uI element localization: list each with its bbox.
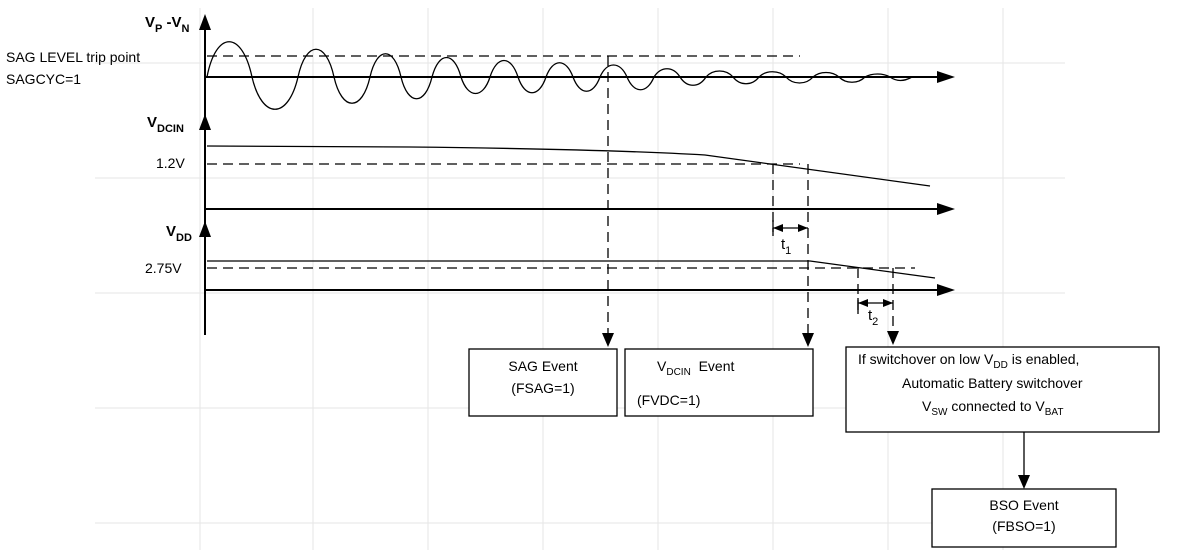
- vdcin-axis-arrow-icon: [199, 114, 211, 130]
- vdcin-time-arrow-icon: [937, 203, 955, 215]
- vp-vn-waveform: [206, 41, 913, 110]
- sag-event-title: SAG Event: [508, 358, 577, 374]
- t2-left-arrow-icon: [858, 299, 868, 307]
- vdcin-event-arrow-icon: [802, 333, 814, 347]
- vdcin-event-box: VDCIN Event (FVDC=1): [624, 348, 814, 417]
- vdd-level-label: 2.75V: [145, 260, 182, 276]
- vdcin-axis-label: VDCIN: [147, 114, 184, 135]
- vp-vn-axis-arrow-icon: [199, 14, 211, 30]
- vdcin-event-title: VDCIN Event: [657, 358, 734, 378]
- t1-label: t1: [781, 236, 791, 257]
- sag-event-arrow-icon: [602, 333, 614, 347]
- switchover-box: If switchover on low VDD is enabled, Aut…: [845, 346, 1160, 433]
- bso-event-flag: (FBSO=1): [992, 518, 1055, 534]
- sag-level-label: SAG LEVEL trip point: [6, 49, 140, 65]
- bso-event-title: BSO Event: [989, 497, 1058, 513]
- sag-event-flag: (FSAG=1): [511, 380, 574, 396]
- t2-right-arrow-icon: [883, 299, 893, 307]
- vdd-axis-arrow-icon: [199, 221, 211, 237]
- vdcin-waveform: [206, 145, 931, 187]
- switchover-line2: Automatic Battery switchover: [902, 375, 1083, 391]
- switchover-line3: VSW connected to VBAT: [922, 398, 1063, 418]
- vdd-waveform: [207, 260, 936, 279]
- vdd-time-arrow-icon: [937, 284, 955, 296]
- vp-vn-time-arrow-icon: [937, 71, 955, 83]
- background-grid: [95, 8, 1065, 550]
- vdcin-level-label: 1.2V: [156, 155, 185, 171]
- switchover-line1: If switchover on low VDD is enabled,: [858, 351, 1079, 371]
- sagcyc-label: SAGCYC=1: [6, 71, 81, 87]
- vp-vn-axis-label: VP -VN: [145, 14, 190, 35]
- vdcin-event-flag: (FVDC=1): [637, 392, 700, 408]
- switchover-to-bso-arrow-icon: [1018, 475, 1030, 489]
- t1-right-arrow-icon: [798, 224, 808, 232]
- t1-left-arrow-icon: [773, 224, 783, 232]
- vdd-event-arrow-icon: [887, 331, 899, 345]
- vdd-axis-label: VDD: [166, 223, 192, 244]
- sag-event-box: SAG Event (FSAG=1): [468, 348, 618, 417]
- t2-label: t2: [868, 307, 878, 328]
- bso-event-box: BSO Event (FBSO=1): [931, 488, 1117, 548]
